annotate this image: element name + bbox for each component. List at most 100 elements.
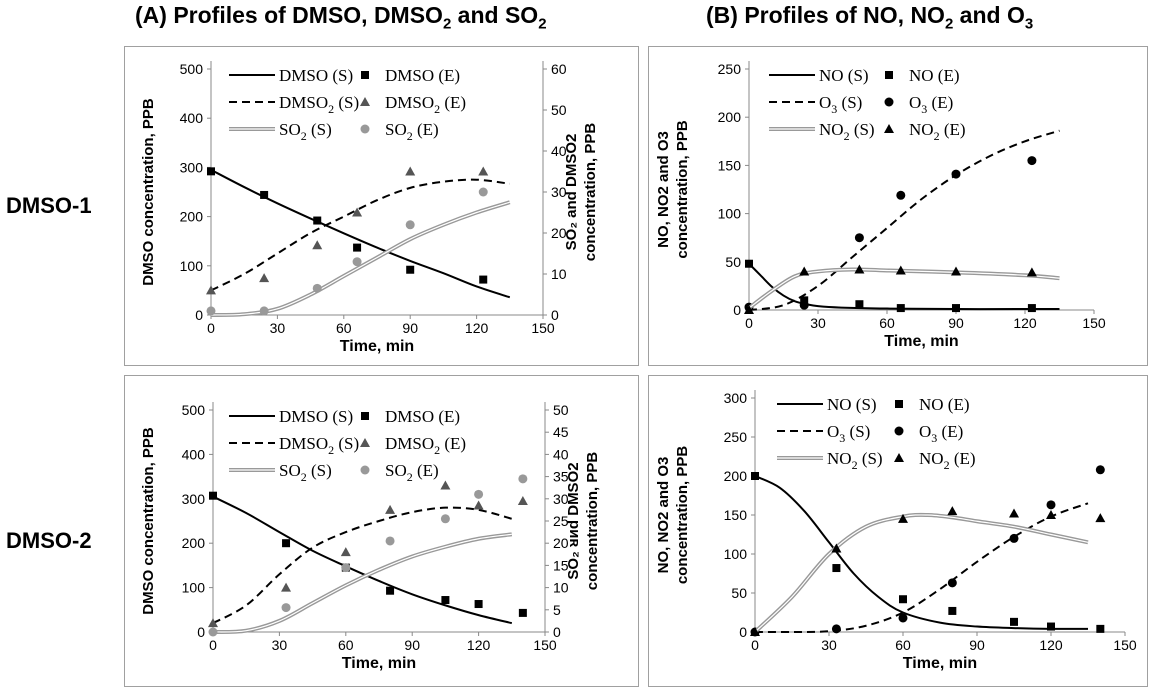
legend-item: O3 (S) bbox=[769, 93, 862, 116]
legend-label-main: DMSO (E) bbox=[385, 66, 460, 85]
y2-axis-label-line1: SO₂ and DMSO2 bbox=[563, 134, 580, 251]
y-tick-label: 500 bbox=[182, 402, 206, 418]
y2-tick-label: 0 bbox=[551, 307, 559, 323]
data-point bbox=[799, 300, 809, 310]
chart-panel-b1: 0 30 60 90 120 150 0 50 100 150 200 250 Time, min NO,… bbox=[648, 46, 1148, 366]
data-point bbox=[947, 578, 957, 588]
legend-label-main: SO bbox=[385, 120, 407, 139]
legend-label-sub: 3 bbox=[931, 431, 937, 445]
series-no2-e bbox=[744, 264, 1037, 314]
data-point bbox=[518, 608, 527, 617]
y2-tick-label: 0 bbox=[553, 624, 561, 640]
column-title-b: (B) Profiles of NO, NO2 and O3 bbox=[706, 2, 1033, 33]
data-point bbox=[832, 564, 841, 573]
legend-label: DMSO2 (E) bbox=[385, 434, 466, 457]
y-axis-label-line2: concentration, PPB bbox=[674, 120, 691, 259]
line-path bbox=[748, 129, 1060, 311]
legend-item: NO (E) bbox=[885, 66, 960, 85]
y-tick-label: 200 bbox=[718, 109, 742, 125]
y-tick-label: 100 bbox=[718, 206, 742, 222]
legend-label: O3 (E) bbox=[909, 93, 953, 116]
series-no-e bbox=[751, 472, 1105, 633]
series-no-s bbox=[754, 475, 1089, 630]
line-path-outer bbox=[210, 200, 511, 317]
legend-label-main: SO bbox=[279, 461, 301, 480]
legend-marker bbox=[360, 124, 370, 134]
line-path-outer bbox=[212, 532, 513, 634]
y-axis-label-line2: concentration, PPB bbox=[674, 446, 691, 585]
data-point bbox=[1095, 465, 1105, 475]
data-point bbox=[352, 207, 363, 217]
x-tick-label: 120 bbox=[1039, 637, 1063, 653]
legend-label: NO (E) bbox=[909, 66, 960, 85]
data-point bbox=[405, 166, 416, 176]
x-tick-label: 120 bbox=[1013, 315, 1037, 331]
x-axis-label: Time, min bbox=[884, 333, 958, 350]
x-tick-label: 120 bbox=[465, 320, 489, 336]
legend-item: DMSO (S) bbox=[229, 407, 353, 426]
legend-label: SO2 (E) bbox=[385, 120, 439, 143]
legend-label-main: NO (S) bbox=[827, 395, 877, 414]
legend-item: NO (S) bbox=[769, 66, 869, 85]
data-point bbox=[341, 563, 351, 573]
data-point bbox=[1027, 156, 1037, 166]
data-point bbox=[898, 613, 908, 623]
data-point bbox=[386, 586, 395, 595]
x-tick-label: 90 bbox=[402, 320, 418, 336]
legend-label-main: DMSO (S) bbox=[279, 407, 353, 426]
data-point bbox=[831, 543, 842, 553]
legend-label: NO (E) bbox=[919, 395, 970, 414]
x-tick-label: 90 bbox=[404, 637, 420, 653]
legend-marker bbox=[885, 71, 893, 79]
y2-tick-label: 10 bbox=[553, 580, 569, 596]
data-point bbox=[1026, 267, 1037, 277]
legend-label-tail: (S) bbox=[307, 120, 332, 139]
legend-label-sub: 3 bbox=[839, 431, 845, 445]
data-point bbox=[518, 474, 528, 484]
legend-label-sub: 2 bbox=[434, 443, 440, 457]
legend-item: SO2 (E) bbox=[360, 461, 439, 484]
y-axis-label: DMSO concentration, PPB bbox=[140, 98, 157, 286]
legend-marker bbox=[361, 412, 369, 420]
y-tick-label: 400 bbox=[182, 446, 206, 462]
data-point bbox=[313, 216, 322, 225]
y2-tick-label: 45 bbox=[553, 424, 569, 440]
legend-item: DMSO2 (S) bbox=[229, 434, 359, 457]
series-so2-s bbox=[212, 532, 513, 634]
legend-label-sub: 2 bbox=[301, 129, 307, 143]
data-point bbox=[896, 304, 905, 313]
data-point bbox=[896, 190, 906, 200]
y2-tick-label: 5 bbox=[553, 602, 561, 618]
row-label-dmso-2: DMSO-2 bbox=[6, 528, 92, 553]
chart-a2: 0 30 60 90 120 150010020030040050005101520253… bbox=[140, 402, 601, 672]
series-dmso-e bbox=[207, 167, 488, 284]
legend-label-tail: (E) bbox=[937, 422, 963, 441]
x-tick-label: 60 bbox=[338, 637, 354, 653]
data-point bbox=[259, 273, 270, 283]
y-tick-label: 100 bbox=[182, 580, 206, 596]
legend-item: SO2 (E) bbox=[360, 120, 439, 143]
x-tick-label: 90 bbox=[948, 315, 964, 331]
series-dmso2-s bbox=[212, 506, 513, 625]
legend-item: DMSO (E) bbox=[361, 407, 460, 426]
legend-marker bbox=[894, 453, 904, 462]
legend-label-tail: (S) bbox=[850, 120, 875, 139]
y-tick-label: 250 bbox=[724, 429, 748, 445]
legend-label: NO2 (E) bbox=[909, 120, 966, 143]
legend-label: SO2 (E) bbox=[385, 461, 439, 484]
legend-label-main: DMSO (S) bbox=[279, 66, 353, 85]
legend-label: NO2 (S) bbox=[819, 120, 875, 143]
data-point bbox=[800, 296, 809, 305]
data-point bbox=[209, 491, 217, 500]
legend-label: SO2 (S) bbox=[279, 461, 332, 484]
legend-item: NO2 (S) bbox=[769, 120, 875, 143]
x-tick-label: 30 bbox=[821, 637, 837, 653]
legend-item: DMSO2 (E) bbox=[360, 434, 466, 457]
legend-item: NO2 (E) bbox=[884, 120, 966, 143]
series-dmso2-s bbox=[210, 178, 510, 292]
line-path-inner bbox=[748, 268, 1060, 309]
series-dmso-s bbox=[210, 168, 511, 299]
y2-tick-label: 30 bbox=[553, 491, 569, 507]
x-tick-label: 150 bbox=[531, 320, 555, 336]
y-axis-label: DMSO concentration, PPB bbox=[140, 427, 157, 615]
